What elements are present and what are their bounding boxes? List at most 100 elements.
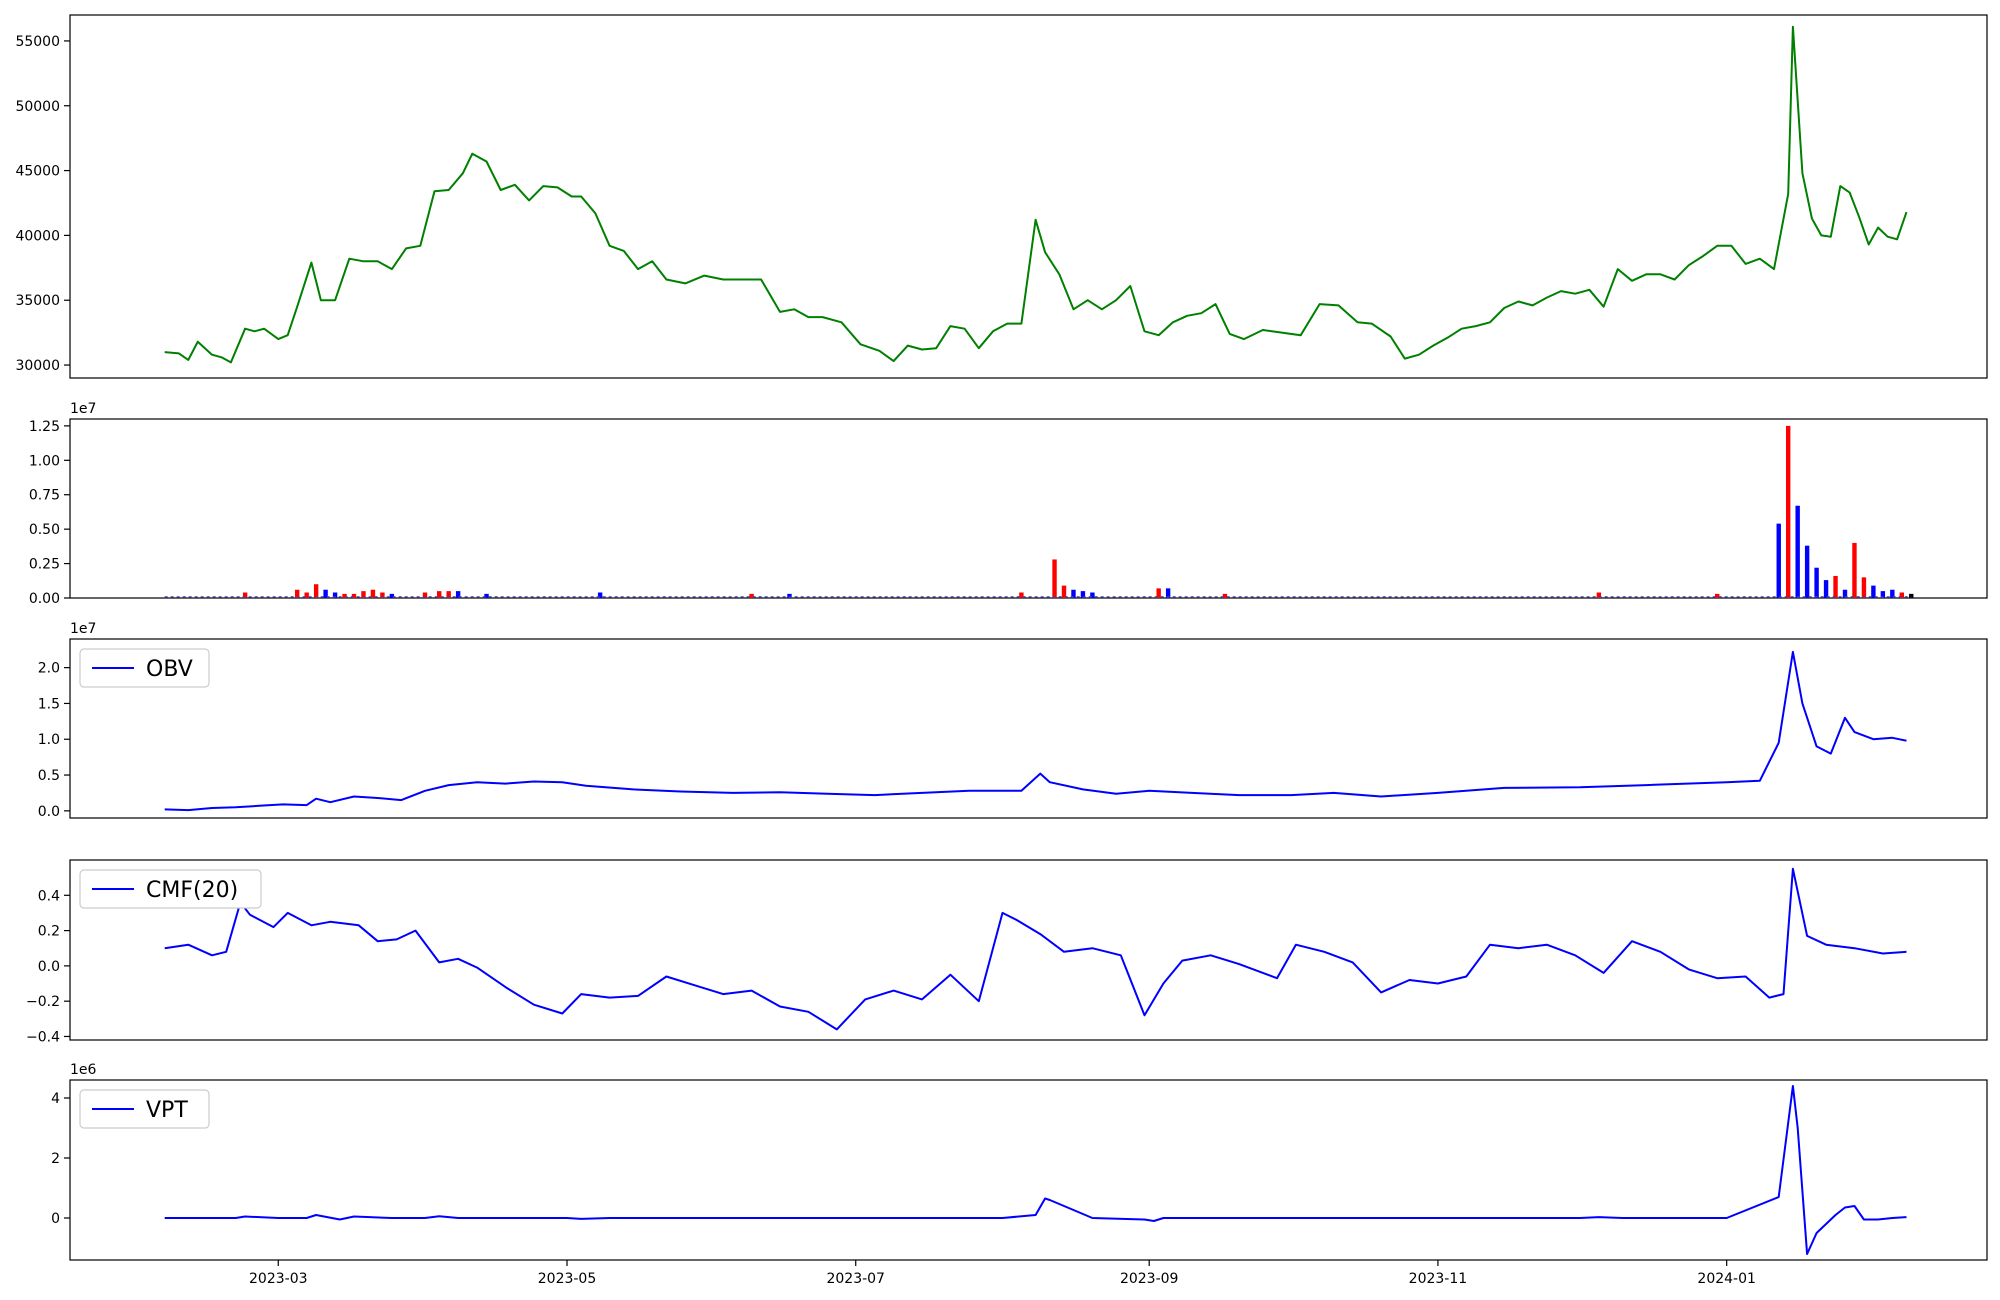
y-tick-label: 1.0 (38, 732, 60, 748)
plot-area (69, 14, 1988, 379)
y-tick-label: 55000 (15, 34, 60, 50)
y-tick-label: 0.50 (29, 522, 60, 538)
y-tick-label: 1.5 (38, 696, 60, 712)
volume-bar (597, 592, 603, 598)
volume-bar (1909, 593, 1914, 598)
volume-bar (332, 592, 338, 598)
x-tick-label: 2024-01 (1697, 1271, 1756, 1287)
obv-line (164, 650, 1907, 812)
x-tick-label: 2023-09 (1120, 1271, 1179, 1287)
volume-bar (1156, 588, 1161, 598)
volume-bar (1090, 592, 1095, 598)
legend-label: CMF(20) (146, 878, 238, 903)
vpt-line (164, 1085, 1907, 1255)
plot-area (69, 859, 1988, 1041)
panel-2: 0.00 0.25 0.50 0.75 1.00 1.25 1e7 (29, 401, 1988, 607)
volume-bar (1890, 589, 1895, 598)
volume-bar (304, 592, 309, 598)
panel-5: 0 2 4 1e6 VPT 2023-03 2023-05 2023-07 2023-09 202… (51, 1062, 1988, 1287)
plot-area (69, 418, 1988, 599)
volume-bar (1019, 592, 1024, 598)
volume-bar (1814, 567, 1819, 598)
y-tick-label: −0.4 (26, 1029, 60, 1045)
y-tick-label: 0.75 (29, 488, 60, 504)
volume-bar (455, 591, 461, 598)
volume-bar (1776, 523, 1781, 598)
y-tick-label: −0.2 (26, 994, 60, 1010)
volume-bar (1786, 425, 1791, 598)
cmf-20--line (164, 867, 1907, 1031)
volume-bar (749, 593, 754, 598)
y-tick-label: 0.25 (29, 557, 60, 573)
y-tick-label: 40000 (15, 228, 60, 244)
x-tick-label: 2023-11 (1409, 1271, 1468, 1287)
volume-bar (370, 589, 376, 598)
volume-bar (295, 589, 300, 598)
y-tick-label: 0 (51, 1211, 60, 1227)
y-tick-label: 2.0 (38, 661, 60, 677)
y-tick-label: 0.0 (38, 804, 60, 820)
legend-box (79, 648, 210, 688)
volume-bar (1899, 592, 1904, 598)
legend-label: VPT (146, 1098, 188, 1123)
volume-bar (1852, 542, 1857, 598)
y-tick-label: 1.00 (29, 453, 60, 469)
axis-offset-label: 1e6 (70, 1062, 97, 1078)
legend-label: OBV (146, 657, 193, 682)
y-tick-label: 0.0 (38, 959, 60, 975)
y-tick-label: 4 (51, 1091, 60, 1107)
volume-bar (484, 593, 489, 598)
volume-bar (1880, 591, 1886, 598)
y-tick-label: 0.00 (29, 591, 60, 607)
y-tick-label: 2 (51, 1151, 60, 1167)
volume-bar (1823, 580, 1829, 598)
legend-box (79, 869, 262, 909)
volume-bar (1596, 592, 1602, 598)
volume-bar (1715, 593, 1720, 598)
axis-offset-label: 1e7 (70, 401, 96, 417)
y-tick-label: 30000 (15, 358, 60, 374)
plot-area (69, 1079, 1988, 1261)
panel-4: −0.4 −0.2 0.0 0.2 0.4 CMF(20) (26, 859, 1988, 1045)
volume-bar (242, 592, 248, 598)
volume-bar (1080, 591, 1086, 598)
volume-bar (323, 589, 328, 598)
y-tick-label: 1.25 (29, 419, 60, 435)
y-tick-label: 50000 (15, 99, 60, 115)
y-tick-label: 0.5 (38, 768, 60, 784)
volume-bar (351, 593, 357, 598)
y-tick-label: 0.2 (38, 924, 60, 940)
y-tick-label: 35000 (15, 293, 60, 309)
volume-bar (1804, 545, 1810, 598)
volume-bar (361, 591, 366, 598)
volume-bar (1833, 575, 1838, 598)
y-tick-label: 45000 (15, 164, 60, 180)
x-tick-label: 2023-03 (249, 1271, 308, 1287)
price-line (164, 25, 1908, 364)
axis-offset-label: 1e7 (70, 621, 96, 637)
y-tick-label: 0.4 (38, 888, 60, 904)
volume-bar (1165, 588, 1171, 598)
volume-bar (1071, 589, 1076, 598)
volume-bar (446, 591, 451, 598)
plot-area (69, 638, 1988, 819)
panel-1: 30000 35000 40000 45000 50000 55000 (15, 14, 1988, 379)
x-tick-label: 2023-05 (538, 1271, 597, 1287)
volume-bar (1795, 505, 1800, 598)
volume-bar (380, 592, 385, 598)
volume-bar (422, 592, 428, 598)
volume-bar (1222, 593, 1228, 598)
volume-bar (1871, 585, 1876, 598)
volume-bar (437, 591, 442, 598)
volume-bar (787, 593, 792, 598)
x-tick-label: 2023-07 (826, 1271, 885, 1287)
volume-bar (1842, 589, 1848, 598)
volume-bar (1061, 585, 1067, 598)
panel-3: 0.0 0.5 1.0 1.5 2.0 1e7 OBV (38, 621, 1988, 820)
volume-bar (1861, 577, 1867, 598)
volume-bar (389, 593, 395, 598)
volume-bar (342, 593, 347, 598)
volume-bar (1052, 559, 1057, 598)
volume-bar (313, 584, 319, 598)
